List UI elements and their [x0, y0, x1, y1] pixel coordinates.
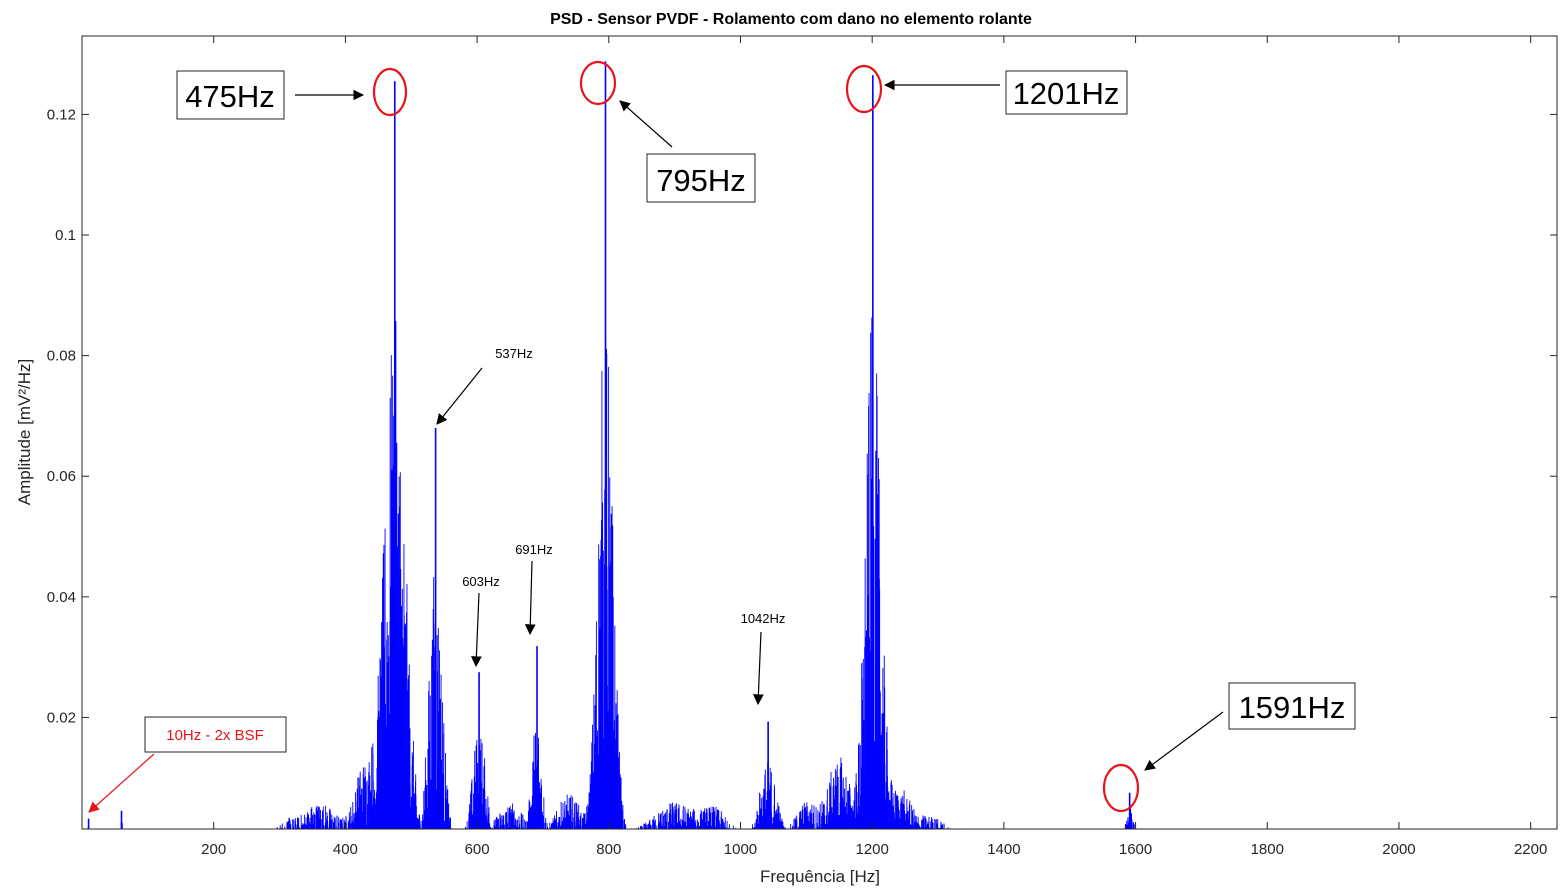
x-tick-label: 600 — [465, 841, 490, 858]
x-axis: 200 400 600 800 1000 1200 1400 1600 1800 2000 2200 — [201, 36, 1547, 858]
annotation-537hz: 537Hz — [436, 346, 533, 425]
x-tick-label: 1600 — [1119, 841, 1152, 858]
y-tick-label: 0.12 — [47, 106, 76, 123]
x-tick-label: 1200 — [855, 841, 888, 858]
peak-circle — [845, 64, 883, 114]
psd-trace — [87, 61, 1135, 829]
plot-frame — [81, 35, 1558, 830]
y-tick-label: 0.08 — [47, 348, 76, 365]
annotation-arrow — [524, 560, 536, 636]
y-axis: 0.02 0.04 0.06 0.08 0.1 0.12 — [47, 106, 1557, 726]
annotation-box — [176, 70, 285, 120]
annotation-text: 1201Hz — [1013, 76, 1120, 111]
x-tick-label: 1000 — [724, 841, 757, 858]
annotation-10hz-bsf: 10Hz - 2x BSF — [88, 716, 287, 813]
annotation-arrow — [1144, 711, 1224, 771]
annotation-box — [646, 153, 756, 203]
annotation-text: 1042Hz — [741, 611, 786, 626]
annotation-text: 603Hz — [462, 574, 500, 589]
annotation-arrow — [436, 367, 483, 425]
annotation-box — [144, 716, 287, 753]
y-tick-label: 0.1 — [55, 227, 76, 244]
x-tick-label: 200 — [201, 841, 226, 858]
y-tick-label: 0.02 — [47, 709, 76, 726]
annotation-arrow — [88, 753, 155, 813]
x-tick-label: 2000 — [1382, 841, 1415, 858]
peak-circle — [579, 60, 617, 106]
annotation-795hz: 795Hz — [579, 60, 756, 203]
x-tick-label: 1400 — [987, 841, 1020, 858]
annotation-box — [1228, 682, 1356, 730]
annotation-1591hz: 1591Hz — [1102, 682, 1356, 813]
chart-title: PSD - Sensor PVDF - Rolamento com dano n… — [550, 11, 1032, 28]
y-axis-label: Amplitude [mV²/Hz] — [15, 359, 34, 505]
y-tick-label: 0.04 — [47, 589, 76, 606]
x-tick-label: 1800 — [1251, 841, 1284, 858]
psd-signal — [87, 61, 1135, 829]
annotation-text: 475Hz — [185, 79, 275, 114]
annotation-arrow — [753, 631, 764, 706]
annotation-arrow — [471, 592, 482, 668]
annotation-text: 795Hz — [656, 163, 746, 198]
annotation-text: 1591Hz — [1239, 690, 1346, 725]
peak-circle — [372, 67, 408, 117]
x-tick-label: 800 — [596, 841, 621, 858]
annotation-arrow — [619, 100, 673, 148]
annotation-text: 537Hz — [495, 346, 533, 361]
x-axis-label: Frequência [Hz] — [760, 867, 880, 886]
x-tick-label: 400 — [333, 841, 358, 858]
x-tick-label: 2200 — [1514, 841, 1547, 858]
peak-circle — [1102, 763, 1140, 813]
annotation-text: 10Hz - 2x BSF — [166, 727, 264, 744]
y-tick-label: 0.06 — [47, 468, 76, 485]
annotation-text: 691Hz — [515, 542, 553, 557]
annotation-475hz: 475Hz — [176, 67, 408, 120]
annotation-603hz: 603Hz — [462, 574, 500, 668]
annotation-691hz: 691Hz — [515, 542, 553, 636]
annotation-box — [1005, 70, 1128, 115]
annotation-1201hz: 1201Hz — [845, 64, 1128, 115]
annotation-1042hz: 1042Hz — [741, 611, 786, 706]
